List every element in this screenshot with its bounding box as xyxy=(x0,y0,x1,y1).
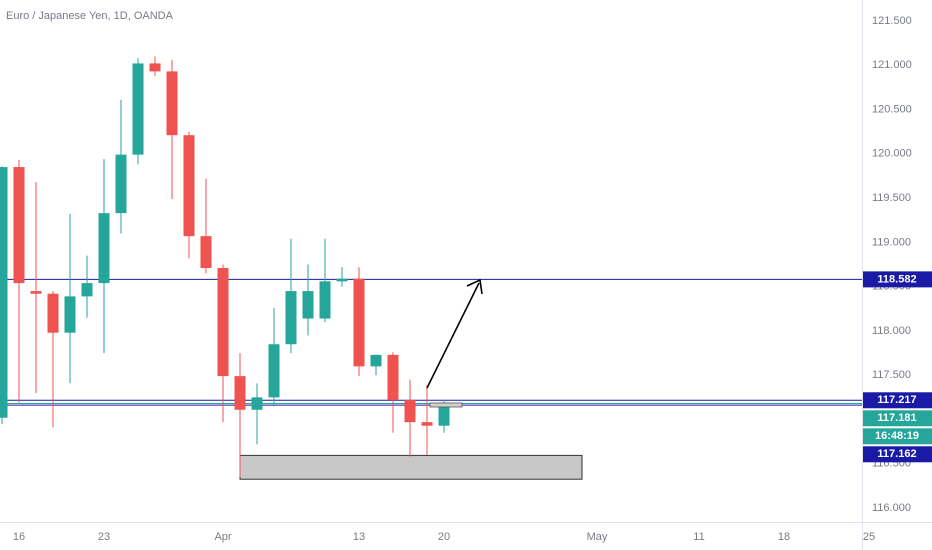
x-tick-label: 20 xyxy=(438,531,450,543)
y-tick-label: 119.000 xyxy=(872,236,911,248)
price-label-box xyxy=(863,446,932,463)
price-label: 117.162 xyxy=(877,448,916,460)
candle-body xyxy=(115,154,127,214)
x-tick-label: 18 xyxy=(778,531,790,543)
y-tick-label: 120.500 xyxy=(872,103,912,115)
candle-body xyxy=(251,397,263,410)
x-tick-label: May xyxy=(587,531,608,543)
candle-body xyxy=(370,354,382,367)
candle-body xyxy=(183,135,195,237)
price-label-box xyxy=(863,428,932,445)
price-label-box xyxy=(863,271,932,288)
y-tick-label: 118.000 xyxy=(872,325,911,337)
x-tick-label: Apr xyxy=(214,531,231,543)
drawings xyxy=(426,278,483,408)
price-label: 118.582 xyxy=(877,273,916,285)
candle-body xyxy=(234,376,246,410)
candle-body xyxy=(319,281,331,319)
candle-body xyxy=(285,291,297,345)
candle-body xyxy=(30,291,42,294)
candle-body xyxy=(336,278,348,282)
candle-body xyxy=(268,344,280,398)
price-axis: 116.000116.500117.000117.500118.000118.5… xyxy=(863,15,932,514)
candle-body xyxy=(302,291,314,319)
candle-body xyxy=(81,283,93,297)
candle-body xyxy=(98,213,110,284)
x-tick-label: 16 xyxy=(13,531,25,543)
candle-body xyxy=(353,278,365,367)
candle-body xyxy=(64,296,76,333)
y-tick-label: 121.500 xyxy=(872,15,912,27)
arrow-head xyxy=(466,278,483,295)
chart-title: Euro / Japanese Yen, 1D, OANDA xyxy=(6,10,174,22)
x-tick-label: 25 xyxy=(863,531,875,543)
candle-body xyxy=(200,236,212,269)
price-label: 16:48:19 xyxy=(875,430,919,442)
price-label: 117.217 xyxy=(877,394,916,406)
price-label-box xyxy=(863,410,932,427)
price-label: 117.181 xyxy=(877,412,916,424)
price-label-box xyxy=(863,392,932,409)
zone xyxy=(239,454,583,480)
candle-body xyxy=(13,167,25,284)
candle-body xyxy=(438,402,450,426)
x-tick-label: 13 xyxy=(353,531,365,543)
y-tick-label: 120.000 xyxy=(872,148,912,160)
candle-body xyxy=(166,71,178,136)
arrow-line xyxy=(426,282,480,389)
candle-body xyxy=(404,400,416,423)
small-box xyxy=(429,402,463,408)
y-tick-label: 119.500 xyxy=(872,192,911,204)
x-tick-label: 23 xyxy=(98,531,110,543)
x-tick-label: 11 xyxy=(693,531,704,543)
y-tick-label: 121.000 xyxy=(872,59,912,71)
y-tick-label: 117.500 xyxy=(872,369,911,381)
candle-body xyxy=(47,293,59,333)
candle-body xyxy=(132,63,144,155)
candle-body xyxy=(421,422,433,426)
candle-body xyxy=(217,268,229,377)
y-tick-label: 116.000 xyxy=(872,502,911,514)
plot xyxy=(0,56,862,480)
candle-body xyxy=(149,63,161,72)
candle-body xyxy=(387,354,399,401)
candle-body xyxy=(0,167,8,418)
